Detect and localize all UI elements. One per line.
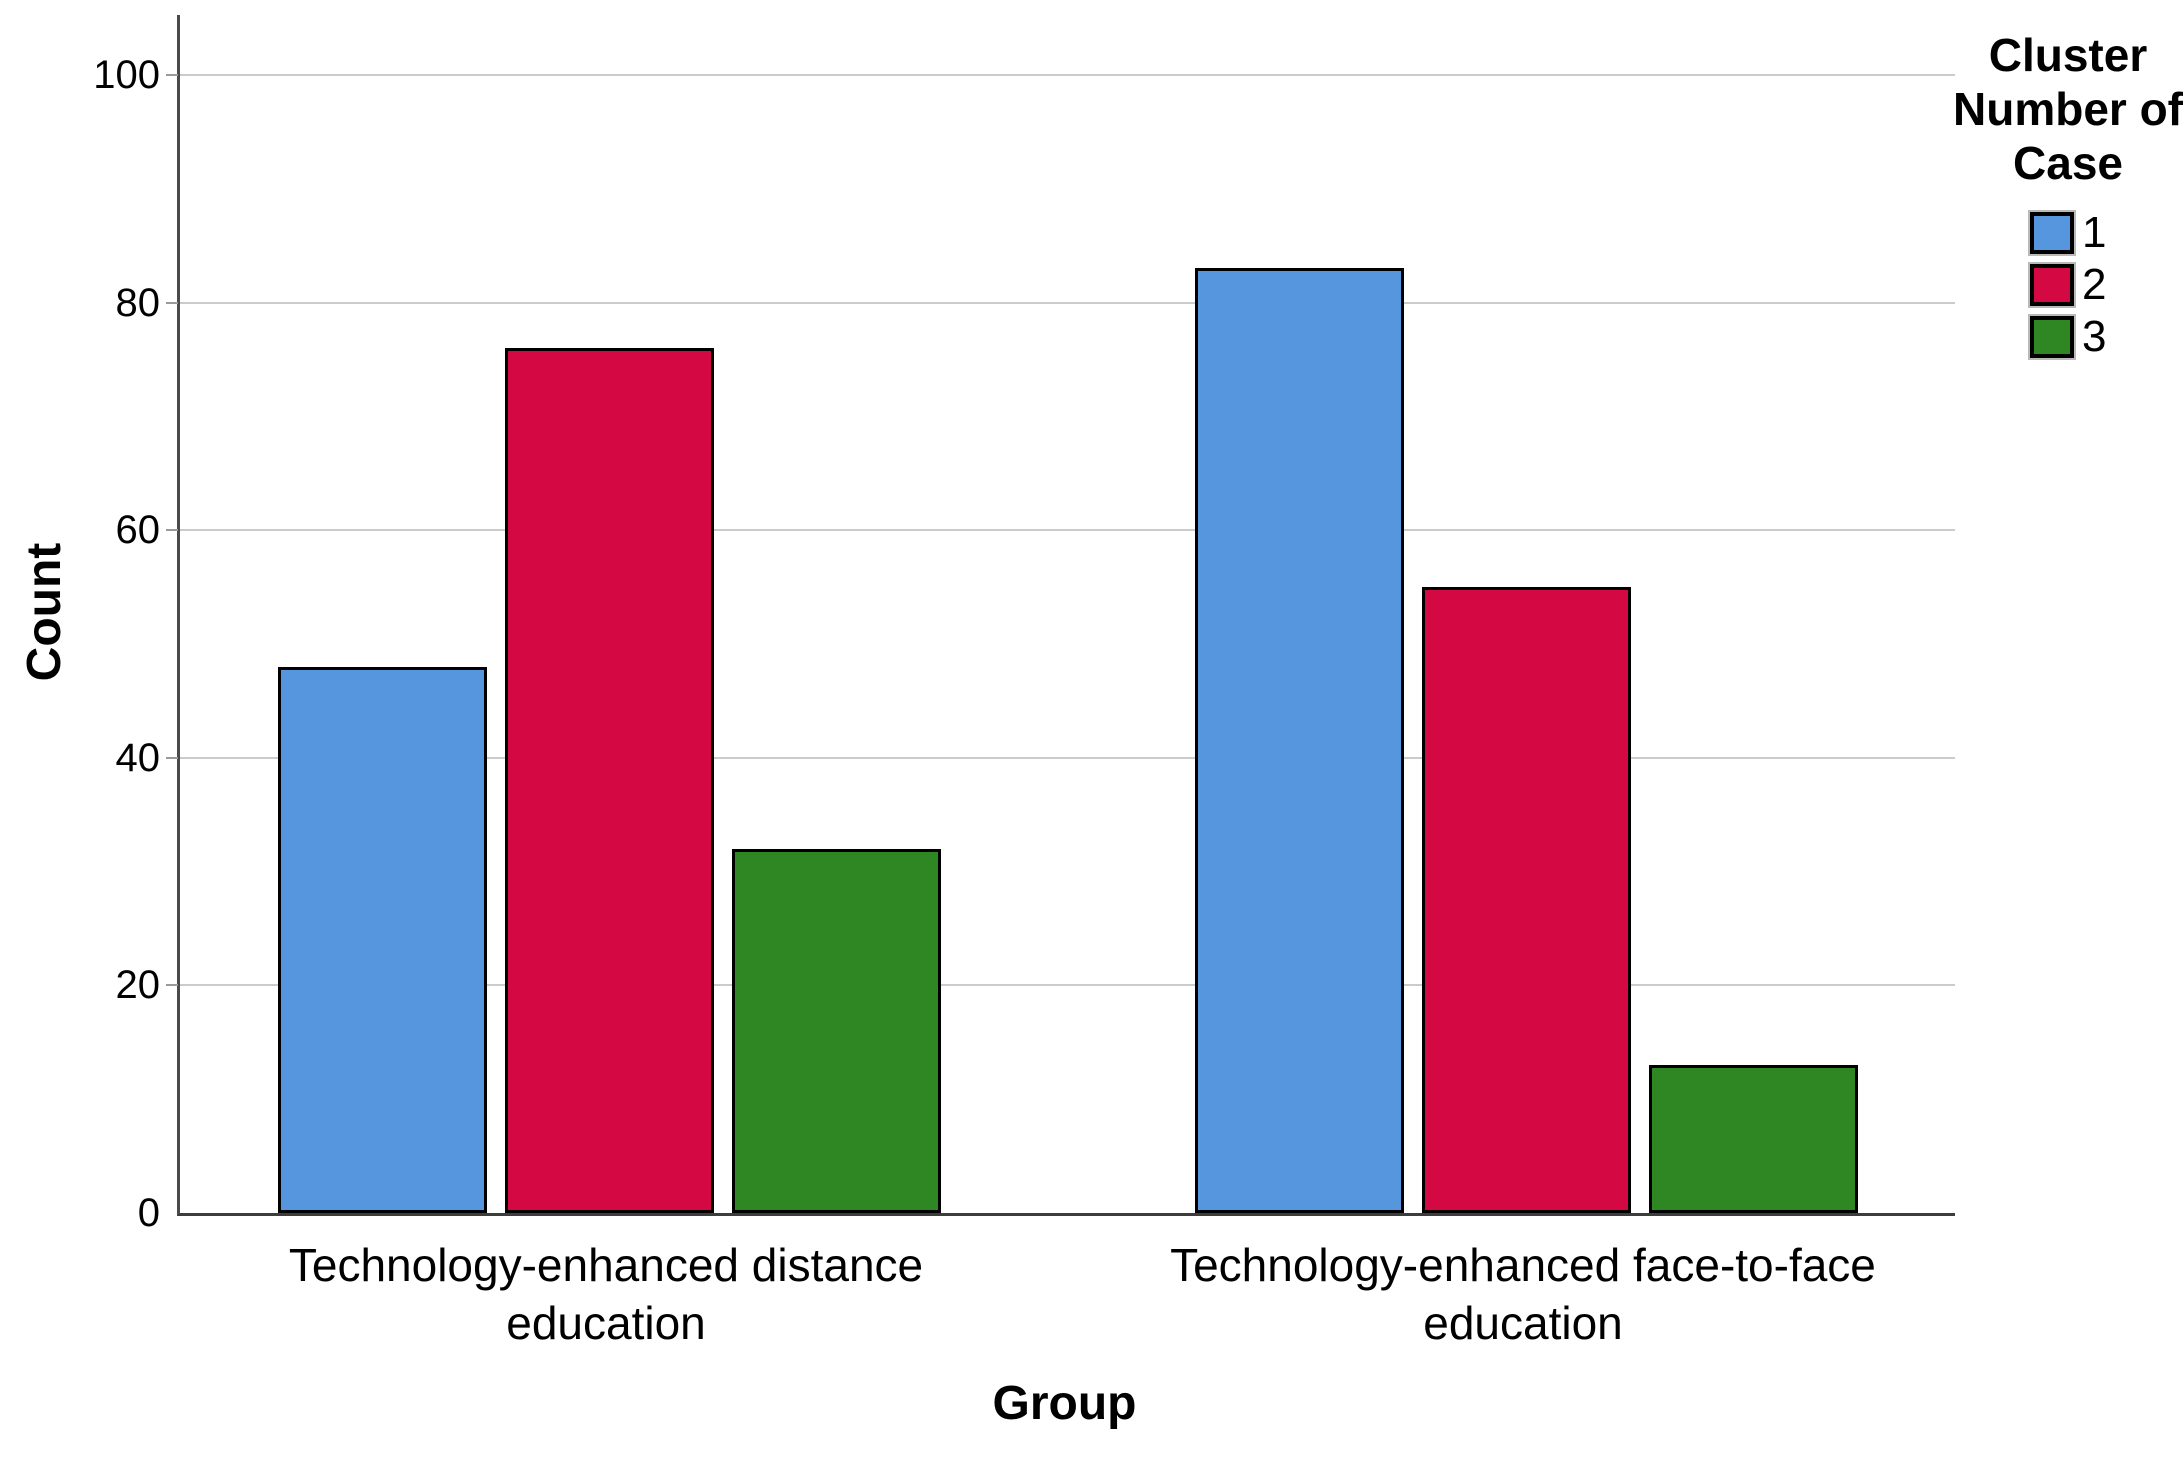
bar-cluster3-group2 (1648, 1065, 1858, 1213)
legend-label-cluster-2: 2 (2082, 260, 2107, 309)
bar-cluster2-group1 (504, 348, 714, 1213)
y-tick-label-60: 60 (115, 508, 161, 553)
legend-title: Cluster Number of Case (1953, 29, 2183, 189)
y-tick-label-0: 0 (137, 1191, 160, 1235)
y-axis-title: Count (18, 542, 71, 682)
bar-group-2 (1194, 268, 1858, 1213)
gridline-40 (180, 756, 1955, 759)
y-tick-mark-20 (166, 984, 178, 987)
bar-cluster1-group2 (1194, 268, 1404, 1213)
legend-label-cluster-3: 3 (2082, 312, 2107, 361)
y-tick-label-20: 20 (115, 963, 161, 1008)
y-tick-label-80: 80 (115, 280, 161, 325)
bar-cluster1-group1 (277, 667, 487, 1213)
legend-item-cluster-1: 1 (2030, 208, 2107, 257)
gridline-80 (180, 301, 1955, 304)
y-tick-mark-100 (166, 74, 178, 76)
plot-area (177, 15, 1955, 1216)
y-tick-label-40: 40 (115, 735, 161, 780)
bar-group-1 (277, 348, 941, 1213)
bar-cluster3-group1 (731, 849, 941, 1213)
y-tick-label-100: 100 (93, 53, 160, 97)
legend-swatch-cluster-3 (2030, 316, 2074, 358)
legend-item-cluster-3: 3 (2030, 312, 2107, 361)
y-tick-mark-60 (166, 529, 178, 532)
bar-cluster2-group2 (1421, 587, 1631, 1213)
legend-swatch-cluster-1 (2030, 212, 2074, 254)
legend-swatch-cluster-2 (2030, 264, 2074, 306)
y-tick-mark-40 (166, 756, 178, 759)
y-tick-mark-80 (166, 301, 178, 304)
legend-item-cluster-2: 2 (2030, 260, 2107, 309)
x-category-label-1: Technology-enhanced distance education (288, 1239, 924, 1349)
gridline-60 (180, 529, 1955, 532)
gridline-20 (180, 984, 1955, 987)
legend-label-cluster-1: 1 (2082, 208, 2107, 257)
x-category-label-2: Technology-enhanced face-to-face educati… (1170, 1239, 1876, 1349)
gridline-100 (180, 74, 1955, 76)
x-axis-title: Group (992, 1377, 1137, 1430)
